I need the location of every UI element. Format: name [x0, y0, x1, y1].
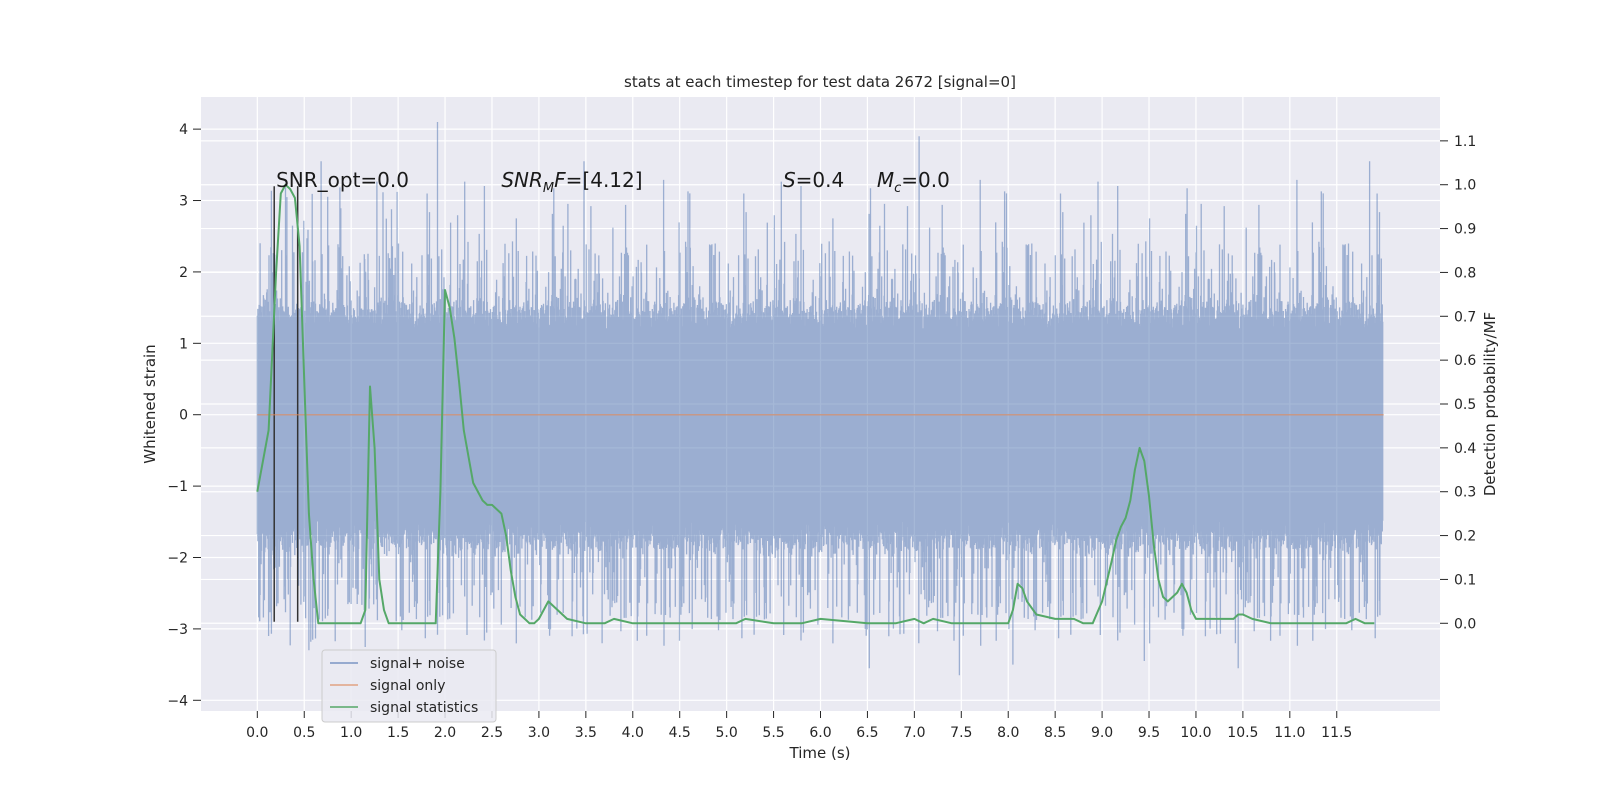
- x-tick-label: 4.5: [669, 725, 691, 741]
- y-left-tick-label: 1: [179, 336, 188, 352]
- legend-label-signal-plus-noise: signal+ noise: [370, 656, 465, 672]
- y-left-tick-label: −3: [167, 622, 188, 638]
- series-signal-plus-noise: [256, 122, 1384, 676]
- x-tick-label: 10.0: [1180, 725, 1211, 741]
- x-tick-label: 1.5: [387, 725, 409, 741]
- x-axis-ticks: 0.0 0.5 1.0 1.5 2.0 2.5 3.0 3.5 4.0 4.5 5.0 5.5 6.0 6…: [246, 711, 1352, 741]
- y-right-tick-label: 0.3: [1454, 485, 1476, 501]
- y-right-tick-label: 0.7: [1454, 309, 1476, 325]
- annotation-snr-mf: SNRMF=[4.12]: [501, 168, 642, 196]
- x-tick-label: 0.5: [293, 725, 315, 741]
- y-right-tick-label: 0.9: [1454, 222, 1476, 238]
- x-tick-label: 9.5: [1138, 725, 1160, 741]
- annotation-mc-symbol: M: [877, 168, 894, 192]
- y-right-tick-label: 0.6: [1454, 353, 1476, 369]
- y-right-tick-label: 0.5: [1454, 397, 1476, 413]
- y-right-tick-label: 0.2: [1454, 529, 1476, 545]
- annotation-snr-mf-subscript: M: [543, 181, 554, 196]
- annotation-snr-mf-f: F: [554, 168, 566, 192]
- annotation-snr-opt: SNR_opt=0.0: [276, 168, 409, 192]
- x-tick-label: 2.0: [434, 725, 456, 741]
- annotation-mc-subscript: c: [894, 181, 901, 196]
- y-right-tick-label: 0.0: [1454, 616, 1476, 632]
- x-tick-label: 10.5: [1227, 725, 1258, 741]
- y-left-axis-label: Whitened strain: [141, 344, 159, 463]
- x-tick-label: 4.0: [622, 725, 644, 741]
- x-tick-label: 5.5: [762, 725, 784, 741]
- signal-statistics-line: [256, 183, 1375, 625]
- x-tick-label: 6.0: [809, 725, 831, 741]
- y-right-tick-label: 0.4: [1454, 441, 1476, 457]
- annotation-s: S=0.4: [783, 168, 844, 192]
- x-tick-label: 3.0: [528, 725, 550, 741]
- x-tick-label: 11.5: [1321, 725, 1352, 741]
- chart-title: stats at each timestep for test data 267…: [624, 73, 1016, 91]
- x-tick-label: 8.0: [997, 725, 1019, 741]
- x-tick-label: 7.0: [903, 725, 925, 741]
- x-tick-label: 0.0: [246, 725, 268, 741]
- x-tick-label: 1.0: [340, 725, 362, 741]
- annotation-mc: Mc=0.0: [877, 168, 950, 196]
- y-left-tick-label: 2: [179, 265, 188, 281]
- x-tick-label: 11.0: [1274, 725, 1305, 741]
- series-signal-statistics: [256, 183, 1375, 625]
- legend: signal+ noise signal only signal statist…: [321, 649, 497, 723]
- signal-plus-noise-trace: [256, 122, 1384, 676]
- x-tick-label: 6.5: [856, 725, 878, 741]
- y-left-tick-label: 3: [179, 194, 188, 210]
- x-tick-label: 2.5: [481, 725, 503, 741]
- y-right-tick-label: 0.8: [1454, 265, 1476, 281]
- y-right-axis-ticks: 0.0 0.1 0.2 0.3 0.4 0.5 0.6 0.7 0.8 0.9 1.0 1.1: [1440, 134, 1476, 632]
- y-left-axis-ticks: −4 −3 −2 −1 0 1 2 3 4: [167, 122, 201, 709]
- annotation-snr-mf-value: =[4.12]: [566, 168, 643, 192]
- annotation-s-value: =0.4: [796, 168, 845, 192]
- y-left-tick-label: −1: [167, 479, 188, 495]
- y-right-tick-label: 1.1: [1454, 134, 1476, 150]
- legend-label-signal-statistics: signal statistics: [370, 700, 478, 716]
- y-right-tick-label: 0.1: [1454, 572, 1476, 588]
- y-left-tick-label: 4: [179, 122, 188, 138]
- y-right-axis-label: Detection probability/MF: [1481, 312, 1499, 496]
- y-right-tick-label: 1.0: [1454, 178, 1476, 194]
- x-axis-label: Time (s): [789, 744, 851, 762]
- x-tick-label: 9.0: [1091, 725, 1113, 741]
- x-tick-label: 8.5: [1044, 725, 1066, 741]
- x-tick-label: 7.5: [950, 725, 972, 741]
- y-left-tick-label: 0: [179, 408, 188, 424]
- annotation-snr-mf-symbol: SNR: [501, 168, 543, 192]
- y-left-tick-label: −4: [167, 693, 188, 709]
- x-tick-label: 3.5: [575, 725, 597, 741]
- annotation-mc-value: =0.0: [901, 168, 950, 192]
- annotation-s-symbol: S: [783, 168, 796, 192]
- legend-label-signal-only: signal only: [370, 678, 445, 694]
- legend-box: [321, 649, 497, 723]
- y-left-tick-label: −2: [167, 551, 188, 567]
- vertical-markers: [273, 186, 299, 622]
- x-tick-label: 5.0: [716, 725, 738, 741]
- annotations: SNR_opt=0.0 SNRMF=[4.12] S=0.4 Mc=0.0: [276, 168, 950, 196]
